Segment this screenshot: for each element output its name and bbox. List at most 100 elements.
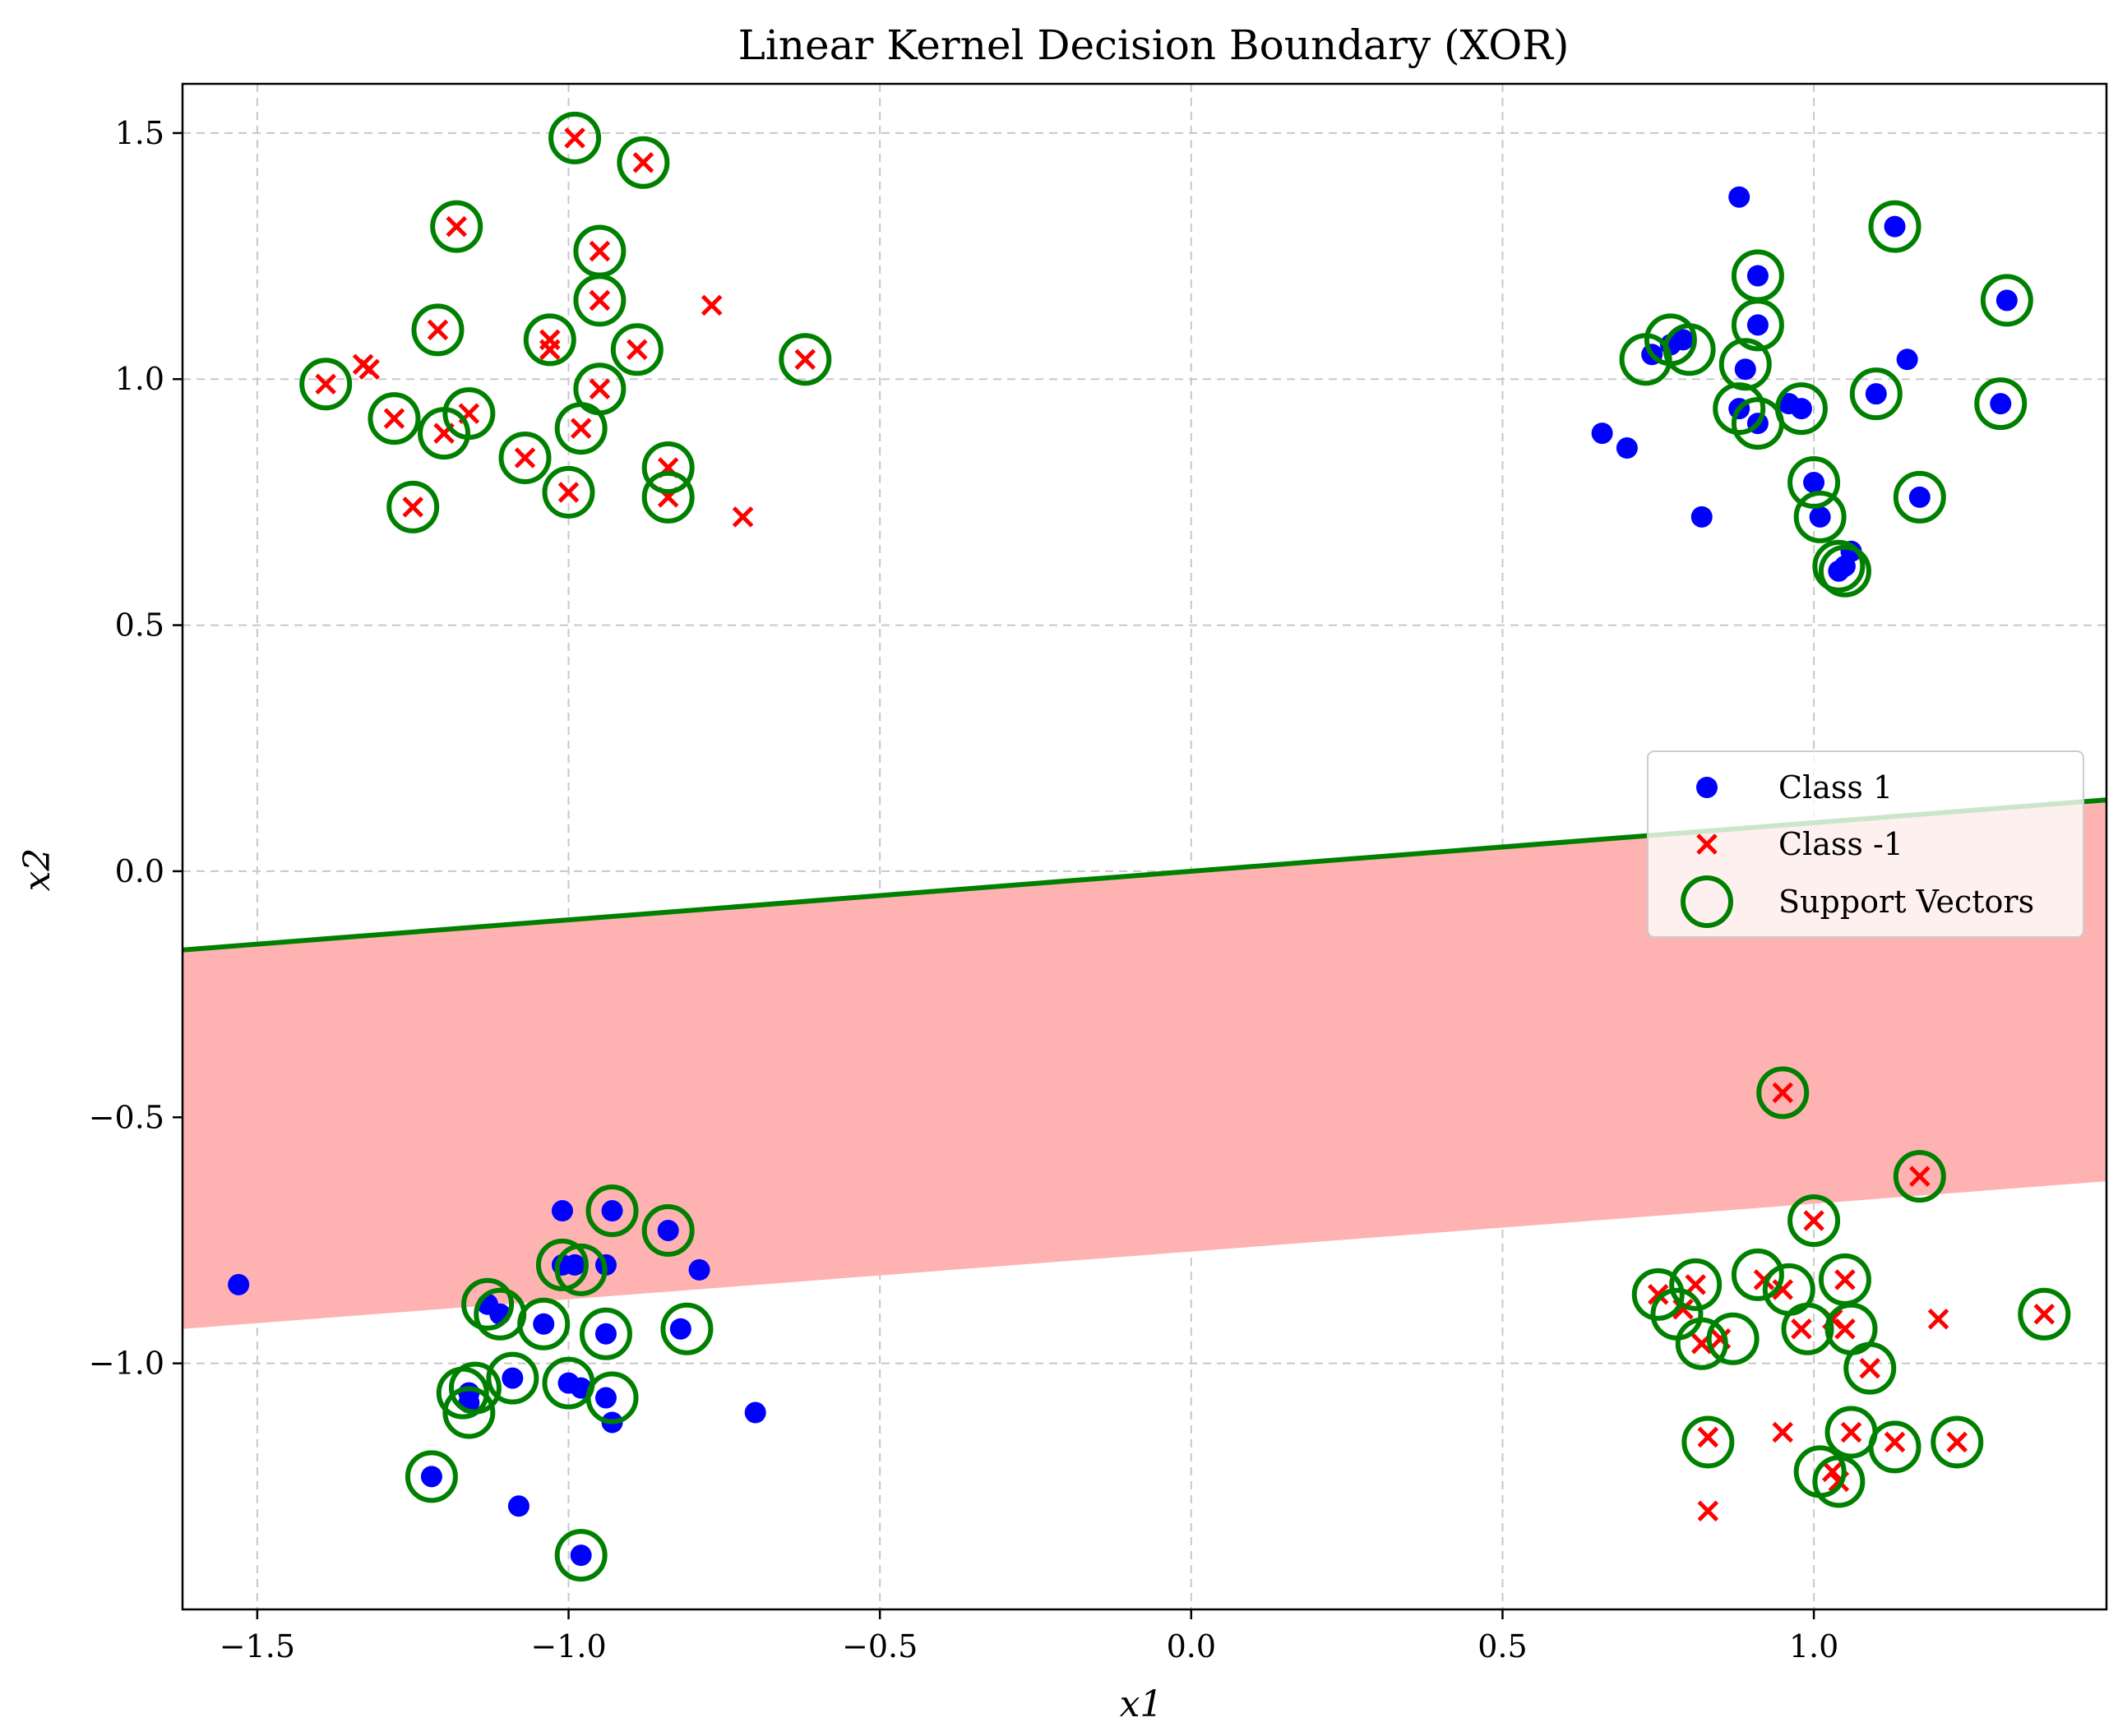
x-point-42: [1840, 1421, 1862, 1443]
y-tick-label-1: −0.5: [89, 1099, 164, 1135]
y-tick-label-4: 1.0: [115, 361, 164, 397]
dot-point-45: [744, 1401, 766, 1424]
ring-point-53: [405, 1450, 458, 1503]
ring-point-8: [779, 333, 832, 386]
ring-point-17: [542, 465, 595, 519]
dot-point-20: [1690, 506, 1713, 528]
data-points: [228, 111, 2071, 1582]
ring-point-38: [585, 1184, 639, 1238]
x-tick-label-1: −1.0: [530, 1628, 606, 1664]
ring-point-35: [1793, 490, 1847, 543]
dot-point-48: [570, 1544, 592, 1567]
ring-point-42: [461, 1277, 515, 1331]
ring-point-20: [1868, 200, 1921, 253]
dot-point-35: [533, 1313, 555, 1335]
x-point-44: [1946, 1431, 1968, 1453]
ring-point-2: [430, 200, 483, 253]
x-point-10: [794, 349, 816, 371]
x-point-1: [632, 152, 654, 173]
ring-point-6: [523, 313, 576, 367]
y-tick-label-5: 1.5: [115, 115, 164, 151]
dot-point-38: [502, 1367, 524, 1389]
ring-point-70: [1681, 1415, 1735, 1469]
ring-point-65: [1781, 1302, 1834, 1355]
ring-point-72: [1868, 1420, 1921, 1474]
dot-point-9: [1734, 358, 1756, 381]
x-point-30: [1834, 1269, 1856, 1290]
x-point-31: [1772, 1279, 1793, 1300]
dot-point-43: [594, 1387, 617, 1409]
x-point-5: [701, 294, 723, 316]
ring-point-68: [1675, 1317, 1728, 1370]
ring-point-32: [1731, 397, 1784, 450]
x-point-25: [1772, 1082, 1793, 1104]
ring-point-37: [1818, 544, 1871, 598]
x-point-32: [1647, 1284, 1669, 1305]
x-point-9: [627, 339, 648, 361]
ring-point-39: [641, 1203, 695, 1257]
x-point-38: [1834, 1318, 1856, 1340]
dot-point-27: [657, 1219, 679, 1241]
x-point-43: [1884, 1431, 1906, 1453]
ring-point-62: [1631, 1267, 1685, 1321]
x-point-41: [1859, 1357, 1881, 1379]
ring-point-50: [448, 1361, 502, 1415]
ring-point-55: [1756, 1066, 1810, 1120]
dot-point-36: [594, 1323, 617, 1345]
x-point-37: [1791, 1318, 1812, 1340]
x-point-49: [1697, 1500, 1719, 1522]
x-point-35: [1927, 1308, 1949, 1330]
dot-point-29: [564, 1254, 586, 1276]
ring-point-44: [517, 1297, 571, 1350]
ring-point-64: [2018, 1287, 2071, 1341]
legend-marker-x: [1696, 833, 1718, 855]
legend-entry-0: Class 1: [1696, 769, 1893, 806]
ring-point-0: [548, 111, 602, 164]
ring-point-58: [1669, 1258, 1723, 1311]
x-point-24: [732, 506, 754, 528]
ring-point-51: [585, 1371, 639, 1424]
ring-point-28: [1849, 367, 1903, 421]
legend-label-0: Class 1: [1778, 769, 1893, 806]
dot-point-31: [688, 1258, 710, 1281]
ring-point-14: [418, 407, 471, 460]
dot-point-18: [1803, 471, 1825, 493]
legend: Class 1 Class -1 Support Vectors: [1647, 750, 2084, 938]
legend-entry-1: Class -1: [1696, 826, 1903, 862]
x-point-16: [383, 408, 405, 429]
ring-point-73: [1931, 1415, 1984, 1469]
ring-point-75: [1812, 1455, 1866, 1508]
dot-point-10: [1865, 383, 1887, 405]
ring-point-46: [660, 1302, 714, 1355]
x-tick-label-0: −1.5: [220, 1628, 295, 1664]
dot-point-26: [601, 1200, 623, 1222]
ring-point-45: [579, 1307, 632, 1360]
y-tick-label-2: 0.0: [115, 853, 164, 889]
x-point-3: [589, 240, 611, 262]
x-point-26: [1909, 1166, 1931, 1187]
ring-point-26: [1619, 333, 1672, 386]
axes-frame: [181, 82, 2108, 1611]
series-ring: [299, 111, 2071, 1582]
x-point-4: [589, 289, 611, 312]
ring-point-54: [554, 1529, 608, 1582]
dot-point-19: [1908, 486, 1931, 508]
dot-point-46: [420, 1466, 442, 1488]
dot-point-47: [507, 1495, 530, 1517]
ring-point-56: [1893, 1150, 1946, 1203]
dot-point-21: [1809, 506, 1831, 528]
ring-point-69: [1843, 1341, 1897, 1395]
x-axis-ticks: −1.5 −1.0 −0.5 0.0 0.5 1.0: [220, 1609, 1838, 1664]
ring-point-7: [610, 323, 664, 376]
x-point-21: [557, 482, 580, 503]
ring-point-36: [1812, 539, 1866, 593]
ring-point-12: [368, 392, 421, 446]
y-axis-label: x2: [16, 848, 58, 892]
x-point-47: [1822, 1461, 1843, 1483]
ring-point-18: [641, 470, 695, 524]
ring-point-47: [486, 1351, 539, 1405]
dot-point-2: [1746, 265, 1769, 287]
x-tick-label-5: 1.0: [1789, 1628, 1838, 1664]
chart-title: Linear Kernel Decision Boundary (XOR): [738, 21, 1570, 69]
